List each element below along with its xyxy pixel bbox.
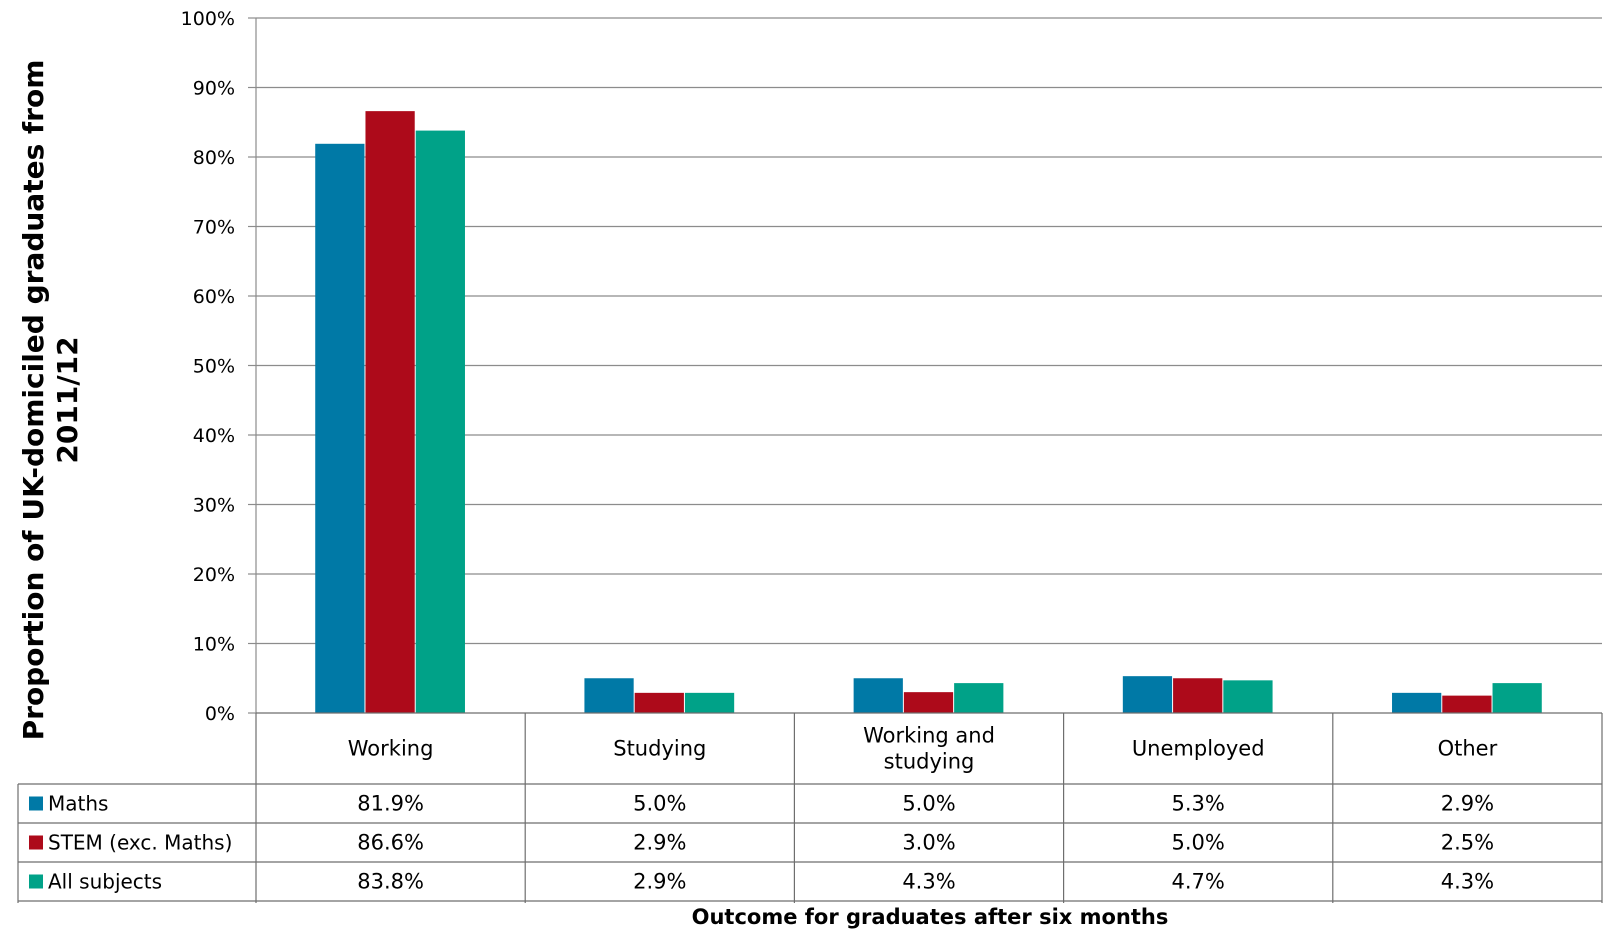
y-axis-label-line: Proportion of UK-domiciled graduates fro… (17, 60, 50, 741)
bar-stem-exc-maths (365, 111, 415, 713)
y-tick-label: 40% (193, 425, 235, 447)
bar-all-subjects (1223, 680, 1273, 713)
table-cell-value: 2.9% (1441, 792, 1494, 816)
bar-maths (1122, 676, 1173, 713)
bar-all-subjects (1492, 683, 1542, 713)
legend-label: All subjects (48, 870, 162, 894)
table-cell-value: 5.0% (633, 792, 686, 816)
y-tick-label: 70% (193, 217, 235, 239)
gridlines (248, 17, 1602, 714)
table-cell-value: 2.9% (633, 870, 686, 894)
bar-all-subjects (415, 130, 465, 714)
table-cell-value: 81.9% (357, 792, 424, 816)
y-axis-label: Proportion of UK-domiciled graduates fro… (17, 60, 84, 741)
table-cell-value: 4.3% (902, 870, 955, 894)
table-cell-value: 5.3% (1172, 792, 1225, 816)
bar-all-subjects (954, 683, 1004, 713)
legend-label: Maths (48, 792, 108, 816)
legend-swatch (29, 874, 43, 889)
table-cell-value: 2.9% (633, 831, 686, 855)
y-tick-label: 60% (193, 286, 235, 308)
category-label: Unemployed (1132, 737, 1265, 761)
bar-maths (584, 678, 634, 713)
table-cell-value: 5.0% (902, 792, 955, 816)
y-tick-labels: 0% 10% 20% 30% 40% 50% 60% 70% 80% 90% 100% (181, 8, 235, 725)
y-tick-label: 100% (181, 8, 235, 30)
table-cell-value: 86.6% (357, 831, 424, 855)
bar-all-subjects (684, 692, 735, 713)
bar-stem-exc-maths (1442, 695, 1492, 713)
bar-maths (315, 143, 365, 714)
table-cell-value: 4.3% (1441, 870, 1494, 894)
legend-label: STEM (exc. Maths) (48, 831, 232, 855)
bar-stem-exc-maths (1173, 678, 1223, 713)
category-label: studying (884, 750, 975, 774)
category-label: Working (348, 737, 434, 761)
category-label: Working and (863, 724, 995, 748)
table-cell-value: 5.0% (1172, 831, 1225, 855)
category-label: Studying (613, 737, 706, 761)
category-label: Other (1438, 737, 1498, 761)
y-tick-label: 80% (193, 147, 235, 169)
y-tick-label: 50% (193, 356, 235, 378)
y-tick-label: 10% (193, 634, 235, 656)
table-cell-value: 3.0% (902, 831, 955, 855)
bar-stem-exc-maths (634, 692, 684, 713)
legend-swatch (29, 796, 43, 811)
legend-swatch (29, 835, 43, 850)
y-axis-label-line: 2011/12 (51, 336, 84, 463)
y-tick-label: 20% (193, 564, 235, 586)
bar-maths (1392, 692, 1442, 713)
y-tick-label: 90% (193, 78, 235, 100)
bar-stem-exc-maths (903, 692, 954, 713)
table-cell-value: 83.8% (357, 870, 424, 894)
bar-maths (853, 678, 903, 713)
y-tick-label: 30% (193, 495, 235, 517)
table-cell-value: 2.5% (1441, 831, 1494, 855)
table-cell-value: 4.7% (1172, 870, 1225, 894)
y-tick-label: 0% (205, 703, 235, 725)
x-axis-label: Outcome for graduates after six months (692, 905, 1169, 929)
bars (315, 111, 1542, 714)
